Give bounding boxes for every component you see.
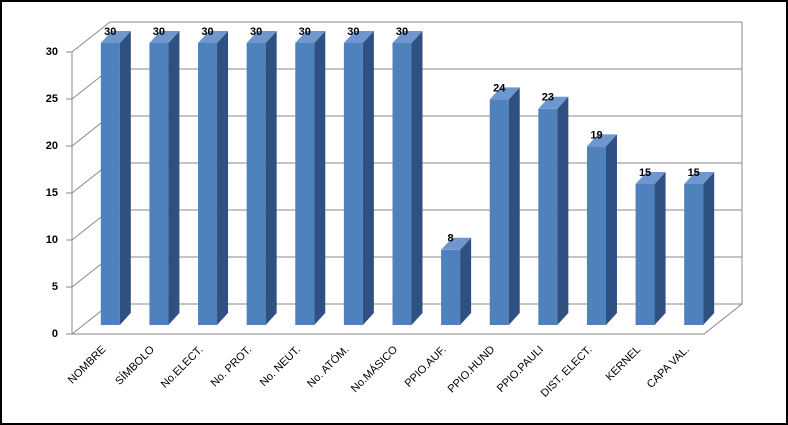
y-tick-label: 20 [46,140,58,152]
bar [489,99,509,326]
bar-side [314,31,326,325]
bar-top [100,31,131,43]
data-label: 30 [299,26,311,38]
bar-side [362,31,374,325]
y-tick-label: 5 [52,281,58,293]
bar-top [295,31,326,43]
bar-side [217,31,229,325]
data-label: 8 [448,233,454,245]
bar [586,146,606,325]
bar-side [703,172,715,325]
bar-side [168,31,180,325]
data-label: 30 [153,26,165,38]
bar-side [605,134,617,325]
bar-side [265,31,277,325]
bar-top [635,172,666,184]
data-label: 19 [590,129,602,141]
bar-top [441,237,472,250]
bar [392,43,412,325]
bar-top [246,31,277,43]
bar-top [684,172,715,184]
bar-side [119,31,131,325]
bar-side [654,172,666,325]
bar-side [508,87,520,326]
bar [538,108,558,325]
y-tick-label: 30 [46,46,58,58]
bar-top [343,31,374,43]
data-label: 30 [250,26,262,38]
y-tick-label: 25 [46,93,58,105]
bar-top [489,87,520,100]
bar-side [460,237,472,325]
bar-side [411,31,423,325]
bar-top [538,96,569,109]
bar [295,43,315,325]
bar [343,43,363,325]
bar [149,43,169,325]
bar [441,249,461,325]
bar [246,43,266,325]
bar-top [149,31,180,43]
bar-top [392,31,423,43]
data-label: 30 [201,26,213,38]
data-label: 24 [493,82,506,94]
bar [198,43,218,325]
bar-top [586,134,617,147]
data-label: 30 [347,26,359,38]
data-label: 15 [639,167,651,179]
bar [635,184,655,325]
data-label: 30 [396,26,408,38]
bar [100,43,120,325]
bar [684,184,704,325]
grid-line [71,21,742,53]
y-tick-label: 0 [52,328,58,340]
data-label: 23 [542,92,554,104]
y-tick-label: 10 [46,234,58,246]
data-label: 30 [104,26,116,38]
y-tick-label: 15 [46,187,58,199]
bar-side [557,96,569,325]
bar-top [198,31,229,43]
data-label: 15 [688,167,700,179]
